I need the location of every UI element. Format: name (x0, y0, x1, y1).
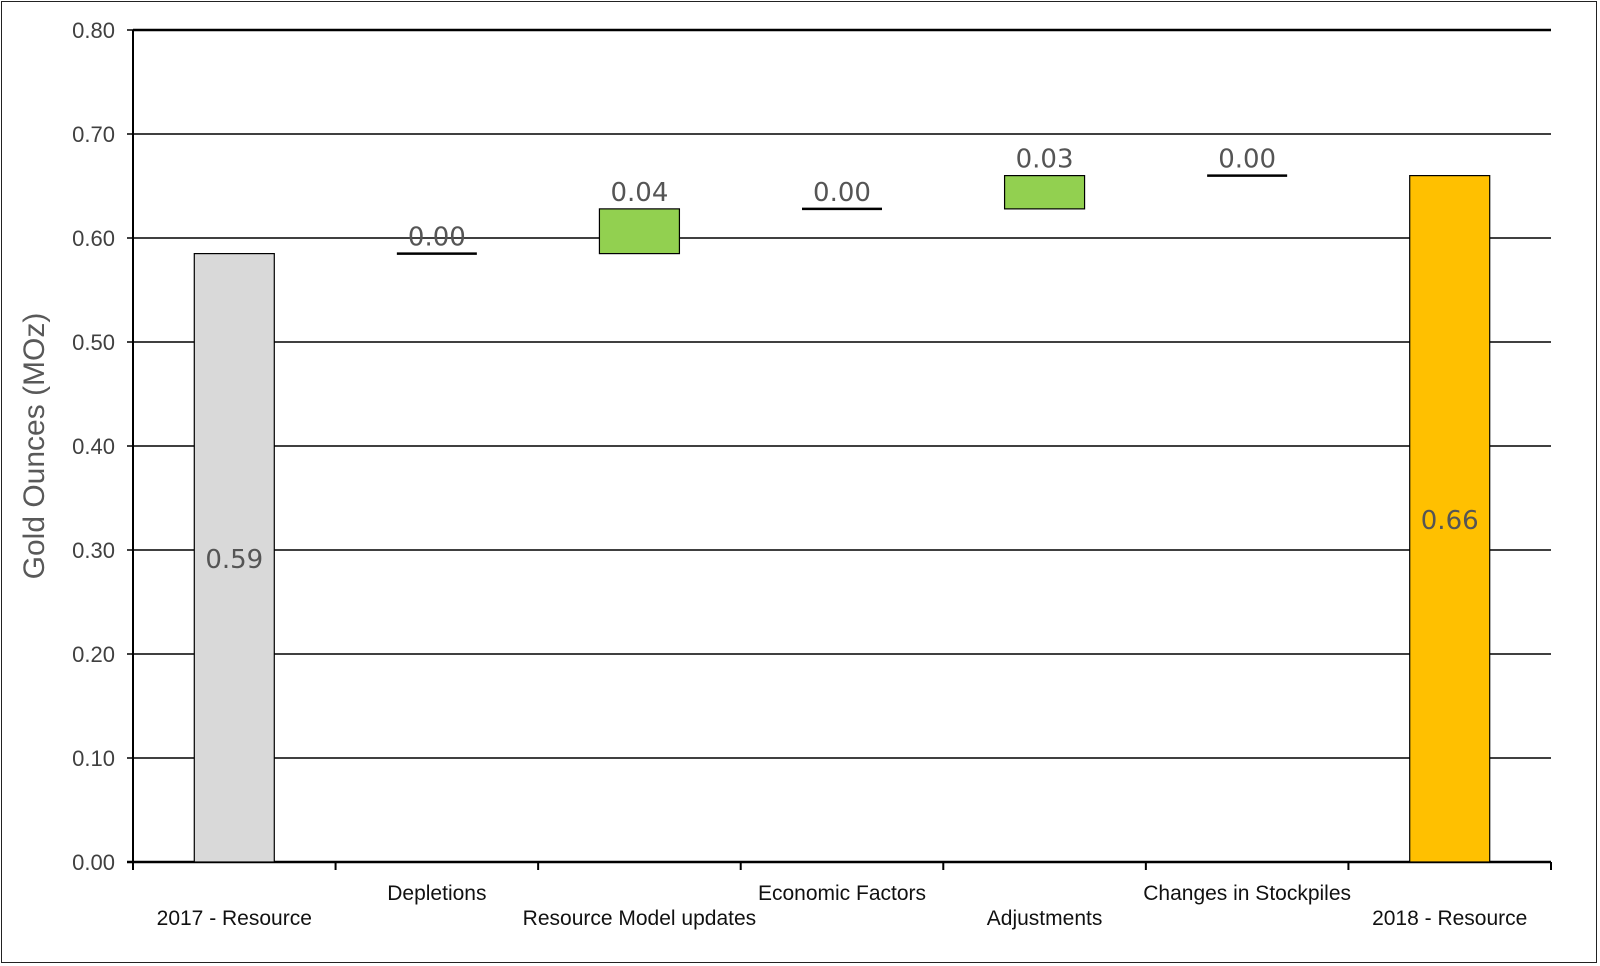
y-tick-label: 0.00 (72, 850, 115, 875)
y-axis-title: Gold Ounces (MOz) (18, 313, 51, 580)
x-category-label: 2017 - Resource (157, 907, 312, 930)
y-tick-label: 0.70 (72, 122, 115, 147)
data-label: 0.00 (1218, 145, 1276, 175)
data-label: 0.04 (610, 178, 668, 208)
y-tick-label: 0.80 (72, 18, 115, 43)
bar (1003, 175, 1086, 210)
data-label: 0.59 (205, 545, 263, 575)
x-category-label: Depletions (387, 882, 486, 905)
x-category-label: Economic Factors (758, 882, 926, 905)
y-tick-label: 0.40 (72, 434, 115, 459)
x-category-label: Adjustments (987, 907, 1103, 930)
x-category-label: Resource Model updates (523, 907, 756, 930)
data-label: 0.03 (1016, 145, 1074, 175)
data-label: 0.66 (1421, 506, 1479, 536)
y-tick-label: 0.60 (72, 226, 115, 251)
bar (598, 208, 681, 255)
y-tick-label: 0.30 (72, 538, 115, 563)
bar (193, 253, 275, 863)
y-tick-label: 0.50 (72, 330, 115, 355)
x-category-label: 2018 - Resource (1372, 907, 1527, 930)
data-label: 0.00 (408, 223, 466, 253)
x-category-label: Changes in Stockpiles (1143, 882, 1351, 905)
y-tick-label: 0.20 (72, 642, 115, 667)
y-tick-label: 0.10 (72, 746, 115, 771)
data-label: 0.00 (813, 178, 871, 208)
bar (1409, 175, 1491, 863)
